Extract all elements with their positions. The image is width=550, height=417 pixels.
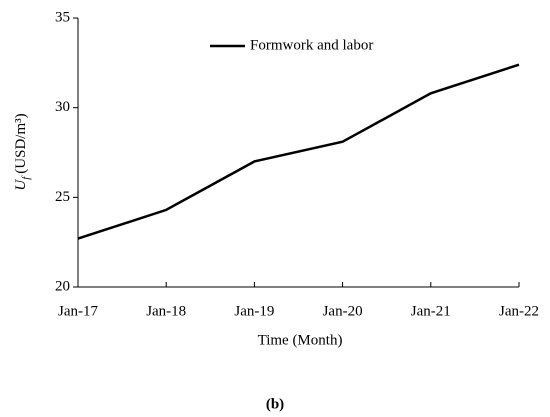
x-axis-label: Time (Month) xyxy=(258,332,343,348)
y-label-unit: (USD/m³) xyxy=(13,113,29,173)
y-tick-label: 30 xyxy=(55,99,70,115)
x-tick-label: Jan-20 xyxy=(323,303,363,319)
x-tick-label: Jan-19 xyxy=(234,303,274,319)
line xyxy=(77,63,520,240)
y-tick-label: 20 xyxy=(55,278,70,294)
y-axis-label: Uf (USD/m³) xyxy=(13,113,31,190)
y-tick-label: 25 xyxy=(55,189,70,205)
x-tick-label: Jan-18 xyxy=(146,303,186,319)
x-tick-label: Jan-22 xyxy=(499,303,539,319)
x-tick-label: Jan-17 xyxy=(58,303,98,319)
x-tick-label: Jan-21 xyxy=(411,303,451,319)
y-tick-label: 35 xyxy=(55,9,70,25)
caption: (b) xyxy=(266,396,284,412)
legend-label: Formwork and labor xyxy=(250,37,373,53)
y-label-symbol: U xyxy=(13,179,29,191)
y-label-subscript: f xyxy=(20,175,32,180)
